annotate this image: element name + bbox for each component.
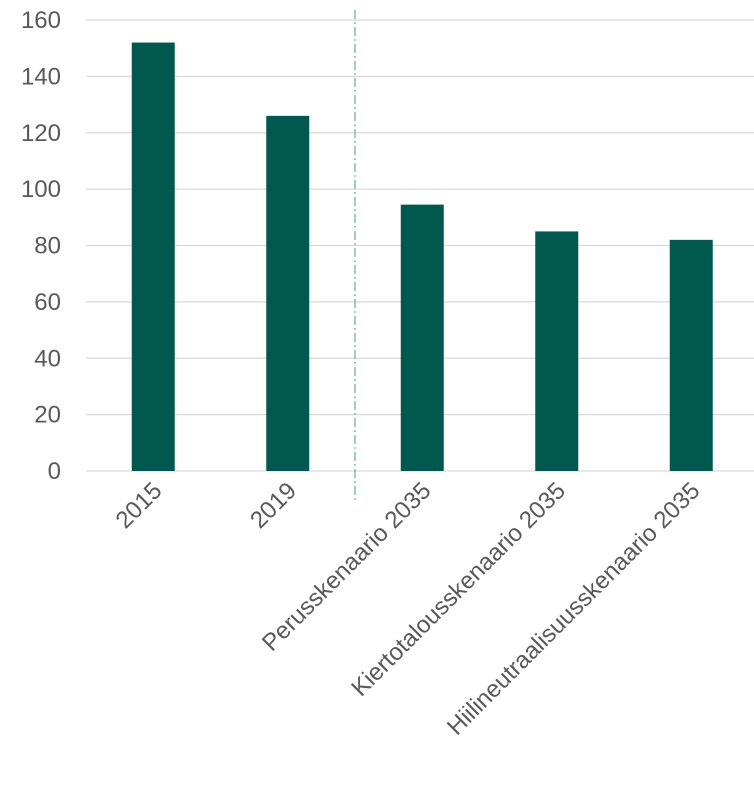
y-tick-label: 100 <box>21 176 61 203</box>
y-tick-label: 20 <box>34 402 61 429</box>
y-tick-label: 0 <box>48 458 61 485</box>
y-tick-label: 120 <box>21 120 61 147</box>
bar <box>131 42 175 472</box>
x-category-label: 2015 <box>111 477 168 534</box>
bar <box>535 231 579 471</box>
y-tick-label: 80 <box>34 233 61 260</box>
x-category-label: Kiertotalousskenaario 2035 <box>346 477 571 702</box>
bars <box>131 42 713 472</box>
y-tick-label: 140 <box>21 63 61 90</box>
x-category-label: 2019 <box>245 477 302 534</box>
y-axis-tick-labels: 0 20 40 60 80 100 120 140 160 <box>21 7 61 485</box>
x-category-label: Hiilineutraalisuusskenaario 2035 <box>442 477 705 740</box>
bar <box>266 115 310 472</box>
y-tick-label: 60 <box>34 289 61 316</box>
y-tick-label: 160 <box>21 7 61 34</box>
bar <box>669 239 713 471</box>
bar <box>400 204 444 472</box>
y-tick-label: 40 <box>34 345 61 372</box>
